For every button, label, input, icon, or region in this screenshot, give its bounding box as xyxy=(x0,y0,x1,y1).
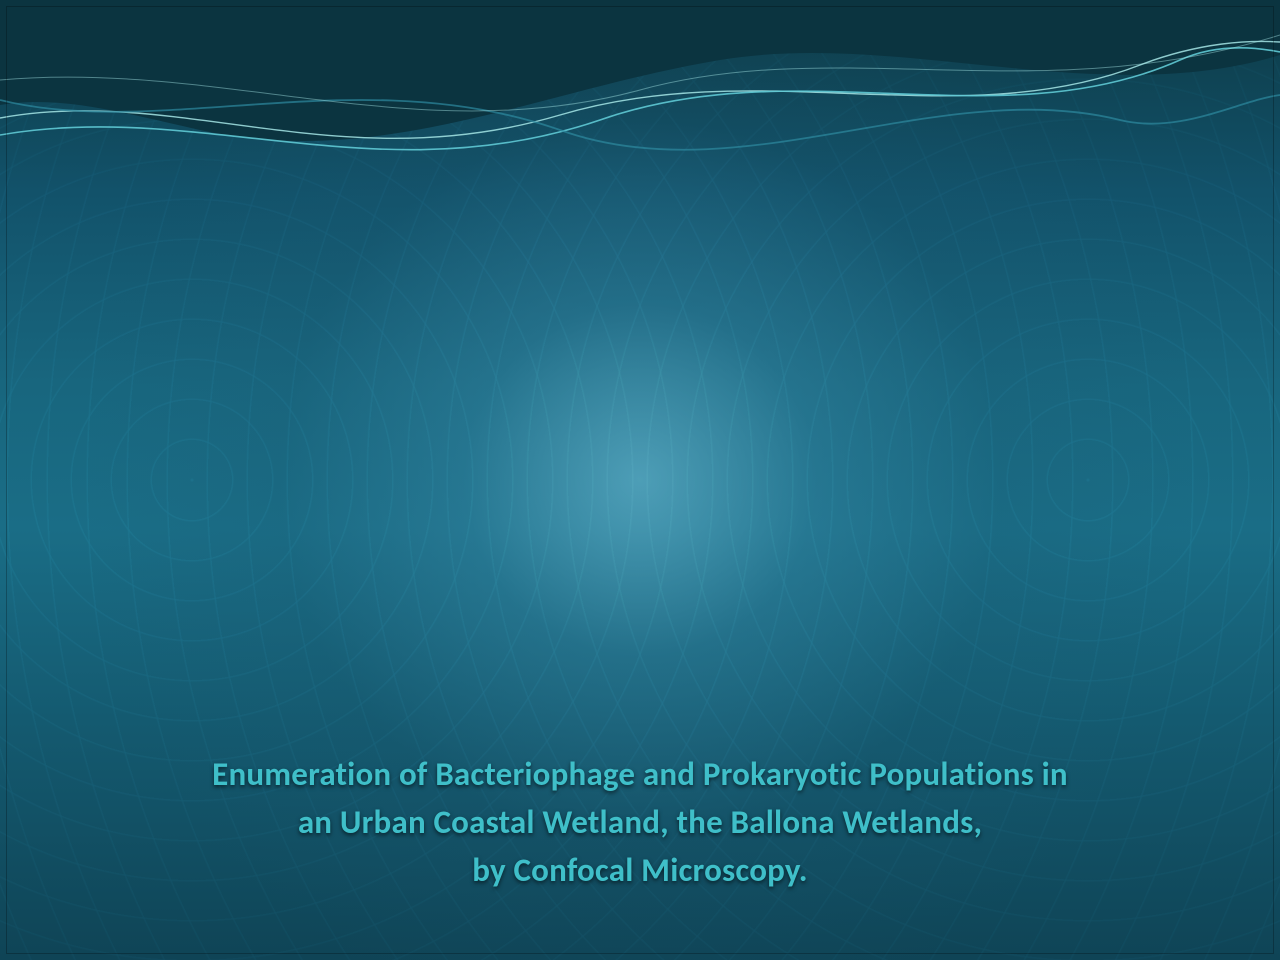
title-block: Enumeration of Bacteriophage and Prokary… xyxy=(0,751,1280,895)
slide: Enumeration of Bacteriophage and Prokary… xyxy=(0,0,1280,960)
wave-line-1 xyxy=(0,41,1280,138)
title-line-3: by Confocal Microscopy. xyxy=(60,847,1220,895)
title-line-1: Enumeration of Bacteriophage and Prokary… xyxy=(60,751,1220,799)
wave-line-4 xyxy=(0,35,1280,111)
wave-line-3 xyxy=(0,95,1280,150)
title-line-2: an Urban Coastal Wetland, the Ballona We… xyxy=(60,799,1220,847)
wave-line-2 xyxy=(0,48,1280,150)
wave-decoration xyxy=(0,0,1280,260)
wave-dark-fill xyxy=(0,0,1280,141)
